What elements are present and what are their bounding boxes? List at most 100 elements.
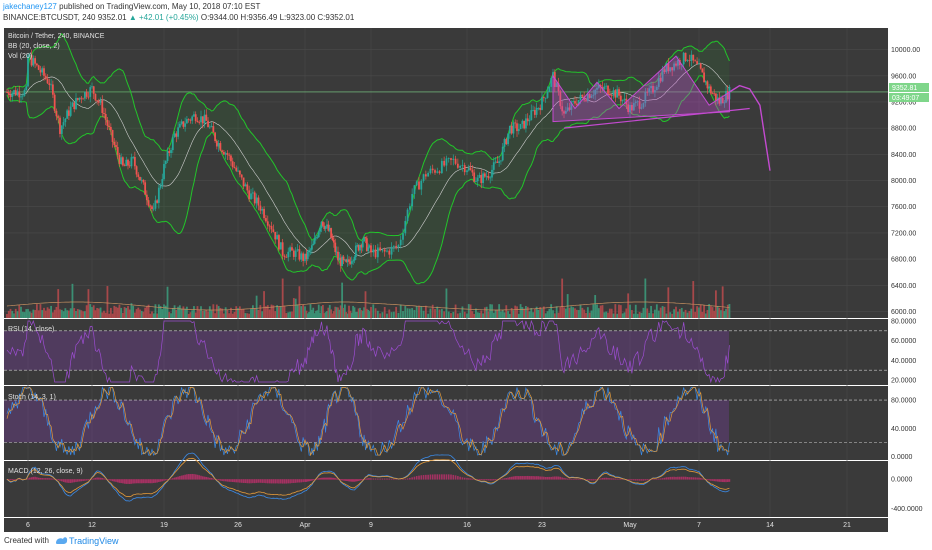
rsi-tick-label: 60.0000: [891, 338, 916, 345]
macd-hist-bar: [454, 475, 457, 480]
candle-body: [212, 126, 215, 133]
volume-bar: [341, 282, 344, 318]
candle-body: [335, 251, 338, 253]
volume-bar: [612, 313, 615, 318]
macd-hist-bar: [473, 479, 475, 480]
volume-bar: [35, 304, 38, 318]
volume-bar: [281, 278, 284, 318]
macd-hist-bar: [200, 475, 202, 480]
volume-bar: [634, 304, 637, 318]
candle-body: [96, 100, 99, 102]
macd-hist-bar: [306, 479, 309, 482]
macd-hist-bar: [316, 478, 319, 480]
candle-body: [246, 184, 249, 191]
candle-body: [255, 197, 258, 204]
candle-body: [343, 259, 346, 261]
volume-bar: [654, 309, 656, 318]
volume-bar: [161, 309, 164, 318]
volume-bar: [196, 306, 199, 318]
candle-body: [498, 161, 501, 163]
candle-body: [152, 208, 155, 210]
volume-bar: [30, 312, 33, 318]
volume-bar: [118, 304, 121, 318]
volume-bar: [57, 289, 60, 318]
candle-body: [563, 111, 565, 114]
candle-body: [127, 159, 129, 166]
candle-body: [87, 96, 90, 98]
macd-hist-bar: [482, 479, 484, 481]
candle-body: [360, 245, 363, 248]
candle-body: [559, 91, 562, 107]
volume-bar: [514, 305, 517, 318]
volume-bar: [537, 309, 540, 318]
volume-bar: [482, 313, 484, 318]
macd-hist-bar: [463, 477, 466, 480]
candle-body: [581, 94, 584, 97]
candle-body: [128, 165, 131, 167]
volume-bar: [276, 305, 278, 318]
candle-body: [228, 154, 231, 156]
volume-bar: [501, 309, 504, 318]
macd-hist-bar: [170, 478, 172, 480]
volume-bar: [251, 305, 254, 318]
macd-hist-bar: [592, 479, 595, 481]
macd-hist-bar: [309, 479, 312, 481]
macd-tick-label: 0.0000: [891, 477, 913, 484]
stoch-tick-label: 80.0000: [891, 398, 916, 405]
volume-bar: [283, 306, 286, 318]
tradingview-brand[interactable]: TradingView: [69, 536, 119, 546]
macd-hist-bar: [698, 477, 700, 480]
volume-bar: [564, 308, 567, 318]
candle-body: [92, 86, 95, 94]
candle-body: [198, 122, 201, 123]
volume-bar: [53, 309, 56, 318]
candle-body: [415, 181, 418, 186]
candle-body: [402, 233, 404, 240]
volume-bar: [652, 313, 654, 318]
volume-bar: [374, 308, 377, 318]
macd-hist-bar: [673, 476, 675, 480]
signal-line: [6, 457, 730, 498]
macd-hist-bar: [187, 474, 190, 480]
volume-bar: [625, 308, 628, 318]
volume-bar: [574, 308, 576, 318]
volume-bar: [657, 310, 660, 318]
macd-hist-bar: [669, 476, 672, 480]
volume-bar: [655, 304, 658, 318]
candle-body: [316, 237, 319, 238]
macd-hist-bar: [189, 474, 192, 480]
macd-hist-bar: [708, 479, 710, 481]
macd-hist-bar: [207, 477, 209, 480]
candle-body: [296, 249, 299, 251]
volume-bar: [438, 309, 441, 318]
candle-body: [726, 91, 729, 100]
author-link[interactable]: jakechaney127: [3, 2, 57, 11]
candle-body: [508, 125, 511, 134]
volume-bar: [440, 308, 443, 318]
macd-hist-bar: [510, 476, 513, 480]
candle-body: [342, 256, 345, 261]
macd-hist-bar: [317, 478, 320, 480]
volume-bar: [166, 286, 169, 318]
volume-bar: [350, 312, 353, 318]
time-tick-label: 21: [843, 522, 851, 529]
macd-hist-bar: [106, 479, 109, 480]
candle-body: [665, 63, 668, 73]
macd-hist-bar: [587, 479, 589, 480]
macd-hist-bar: [517, 476, 520, 480]
candle-body: [348, 259, 350, 262]
macd-hist-bar: [679, 476, 681, 480]
volume-bar: [156, 313, 159, 318]
macd-hist-bar: [559, 476, 562, 480]
volume-bar: [572, 307, 575, 318]
volume-bar: [257, 309, 260, 318]
chart-canvas[interactable]: 10000.00 9600.00 9200.00 8800.00 8400.00 8000…: [0, 28, 932, 532]
candle-body: [159, 185, 162, 188]
volume-bar: [203, 310, 206, 318]
volume-bar: [130, 303, 133, 318]
macd-hist-bar: [50, 478, 52, 480]
volume-bar: [552, 310, 554, 318]
candle-body: [16, 91, 19, 96]
volume-bar: [265, 306, 267, 318]
macd-hist-bar: [186, 474, 188, 480]
